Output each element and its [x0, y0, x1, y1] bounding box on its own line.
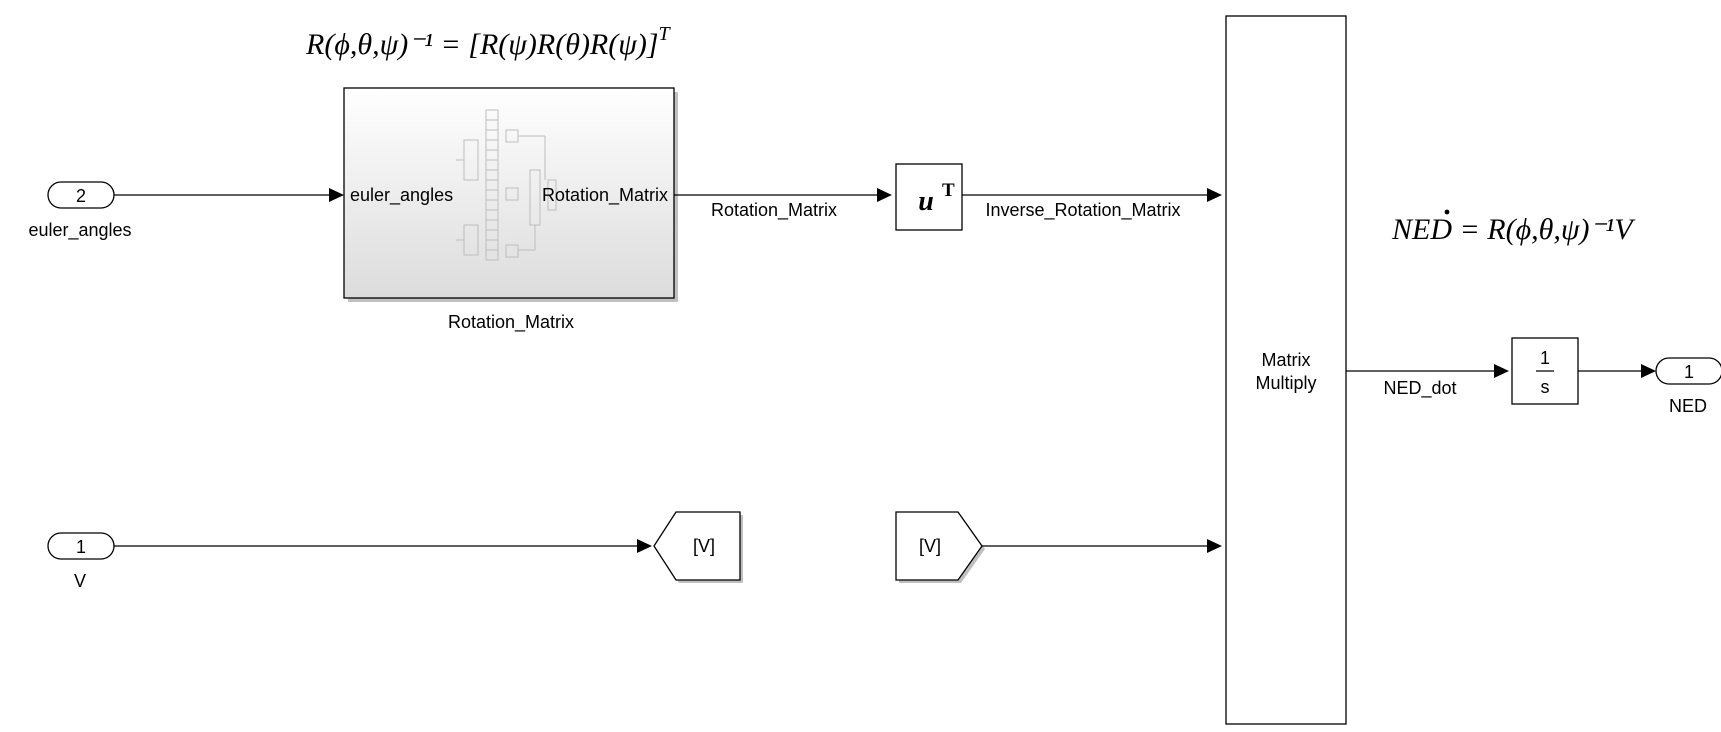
rotation-inverse-equation: R(ϕ,θ,ψ)⁻¹ = [R(ψ)R(θ)R(ψ)]T: [305, 23, 672, 61]
signal-ned-dot-label: NED_dot: [1383, 378, 1456, 399]
subsystem-in-port-label: euler_angles: [350, 185, 453, 206]
integrator-block[interactable]: 1 s: [1511, 337, 1579, 405]
svg-text:[V]: [V]: [693, 536, 715, 556]
arrow-v: [637, 539, 652, 553]
inport-v[interactable]: 1: [47, 532, 115, 560]
from-block-v[interactable]: [V]: [895, 511, 985, 583]
outport-ned[interactable]: 1: [1655, 357, 1721, 385]
svg-text:1: 1: [1540, 348, 1550, 368]
subsystem-preview-thumbnail: [456, 109, 557, 261]
inport-euler-angles-label: euler_angles: [28, 220, 131, 241]
arrow-ned: [1641, 364, 1656, 378]
svg-text:s: s: [1541, 377, 1550, 397]
arrow-inverse-rotation: [1207, 188, 1222, 202]
arrow-ned-dot: [1494, 364, 1509, 378]
signal-inverse-rotation-label: Inverse_Rotation_Matrix: [985, 200, 1180, 221]
svg-text:NED = R(ϕ,θ,ψ)⁻¹V: NED = R(ϕ,θ,ψ)⁻¹V: [1391, 213, 1636, 246]
subsystem-out-port-label: Rotation_Matrix: [542, 185, 668, 206]
svg-text:u: u: [918, 186, 934, 217]
outport-ned-label: NED: [1669, 396, 1707, 416]
ned-dot-equation: NED = R(ϕ,θ,ψ)⁻¹V: [1391, 209, 1636, 246]
svg-text:T: T: [942, 180, 955, 201]
matrix-multiply-block[interactable]: Matrix Multiply: [1225, 15, 1347, 725]
svg-text:[V]: [V]: [919, 536, 941, 556]
svg-text:Matrix: Matrix: [1262, 350, 1311, 370]
svg-text:2: 2: [76, 186, 86, 206]
inport-euler-angles[interactable]: 2: [47, 181, 115, 209]
rotation-matrix-subsystem[interactable]: euler_angles Rotation_Matrix: [343, 87, 678, 302]
transpose-block[interactable]: u T: [895, 163, 963, 231]
inport-v-label: V: [74, 571, 86, 591]
svg-text:1: 1: [76, 537, 86, 557]
subsystem-name-label: Rotation_Matrix: [448, 312, 574, 333]
svg-text:1: 1: [1684, 362, 1694, 382]
ned-dot-accent: [1444, 209, 1450, 215]
signal-rotation-matrix-label: Rotation_Matrix: [711, 200, 837, 221]
arrow-v-into-multiply: [1207, 539, 1222, 553]
arrow-rotation-matrix: [877, 188, 892, 202]
svg-text:Multiply: Multiply: [1255, 373, 1316, 393]
arrow-euler: [329, 188, 344, 202]
goto-block-v[interactable]: [V]: [653, 511, 743, 583]
